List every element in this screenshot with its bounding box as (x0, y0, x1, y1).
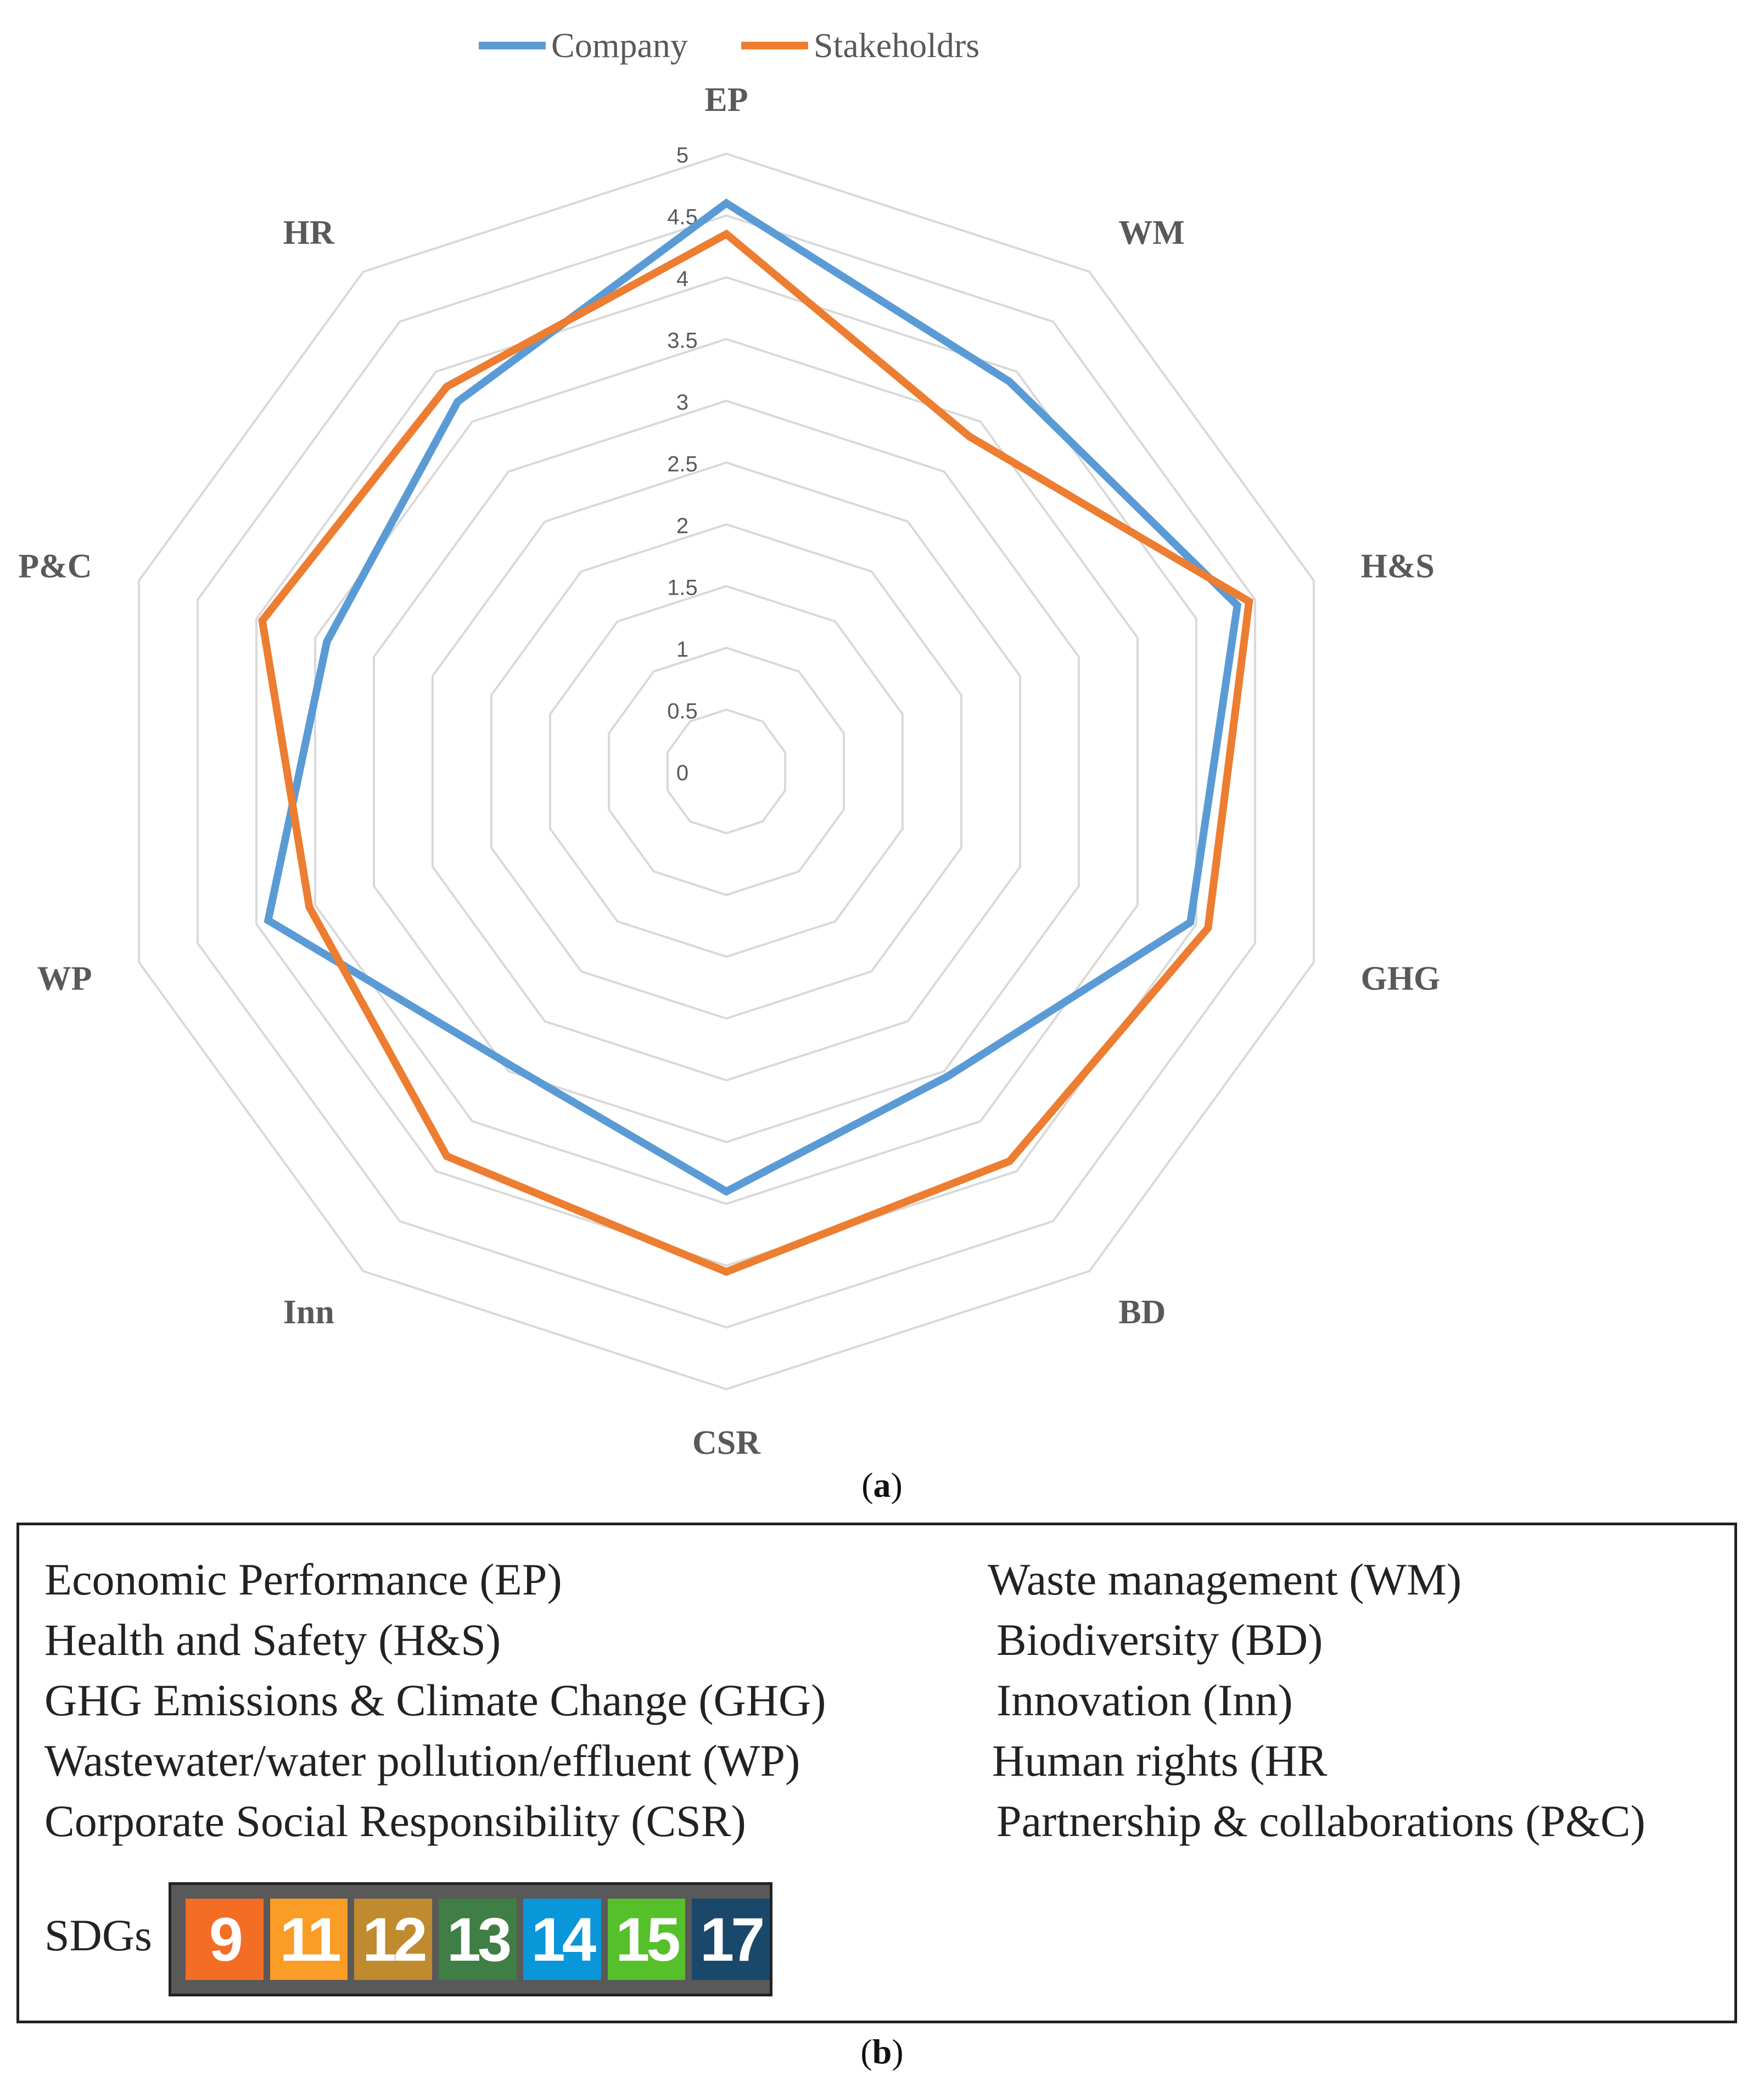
series-line-stakeholdrs (258, 229, 1253, 1276)
sdg-tile-9: 9 (186, 1899, 264, 1980)
grid-ring (373, 399, 1080, 1144)
data-point-stakeholdrs (309, 906, 310, 908)
data-point-company (1009, 381, 1010, 383)
radial-tick-labels: 00.511.522.533.544.55 (667, 143, 698, 785)
chart-legend: Company Stakeholdrs (479, 26, 979, 65)
axis-label: BD (1118, 1294, 1166, 1331)
grid-ring (314, 338, 1139, 1205)
data-point-stakeholdrs (1207, 927, 1209, 929)
data-point-stakeholdrs (446, 386, 447, 388)
tick-label: 4 (676, 267, 688, 291)
data-point-company (726, 1191, 727, 1192)
data-point-company (1190, 921, 1191, 923)
axis-label: H&S (1361, 548, 1435, 585)
tick-label: 0.5 (667, 700, 698, 724)
grid-ring (138, 152, 1315, 1391)
data-point-stakeholdrs (1009, 1160, 1010, 1162)
radar-chart: 00.511.522.533.544.55 EPWMH&SGHGBDCSRInn… (18, 26, 1440, 1462)
abbr-waste-management: Waste management (WM) (988, 1554, 1462, 1604)
sdg-icon-strip: 9 11 12 13 14 15 17 (169, 1882, 772, 1996)
sdg-tile-14: 14 (523, 1899, 601, 1980)
axis-label: EP (704, 81, 748, 119)
data-point-stakeholdrs (261, 620, 263, 622)
grid-ring (667, 708, 786, 835)
grid-ring (197, 214, 1256, 1329)
data-point-company (726, 203, 727, 204)
axis-label: WP (37, 960, 92, 998)
data-point-company (947, 1076, 949, 1077)
series-line-company (264, 198, 1242, 1196)
caption-b: (b) (860, 2032, 904, 2071)
abbr-csr: Corporate Social Responsibility (CSR) (44, 1796, 746, 1846)
abbr-health-safety: Health and Safety (H&S) (44, 1615, 501, 1665)
axis-label: P&C (18, 548, 92, 585)
abbr-biodiversity: Biodiversity (BD) (996, 1615, 1323, 1665)
sdg-tile-12: 12 (354, 1899, 433, 1980)
sdgs-label: SDGs (44, 1910, 152, 1960)
abbr-wastewater: Wastewater/water pollution/effluent (WP) (44, 1736, 800, 1786)
abbr-partnership: Partnership & collaborations (P&C) (996, 1796, 1645, 1846)
abbreviation-panel: Economic Performance (EP) Health and Saf… (16, 1523, 1737, 2023)
data-point-stakeholdrs (726, 1271, 727, 1273)
data-point-company (326, 641, 328, 642)
sdg-tile-11: 11 (270, 1899, 348, 1980)
axis-labels: EP WM H&S GHG BD CSR Inn WP P&C HR (18, 81, 1440, 1462)
tick-label: 3.5 (667, 329, 698, 353)
abbr-economic-performance: Economic Performance (EP) (44, 1554, 562, 1604)
sdg-tile-17: 17 (692, 1899, 770, 1980)
caption-a: (a) (861, 1465, 903, 1504)
abbr-human-rights: Human rights (HR (992, 1736, 1328, 1786)
abbr-ghg-emissions: GHG Emissions & Climate Change (GHG) (44, 1675, 826, 1725)
axis-label: CSR (692, 1424, 761, 1462)
sdg-tile-15: 15 (607, 1899, 686, 1980)
grid-ring (432, 461, 1021, 1082)
axis-label: HR (283, 214, 335, 251)
tick-label: 2.5 (667, 452, 698, 477)
grid-ring (608, 646, 845, 897)
axis-label: GHG (1361, 960, 1441, 998)
data-point-stakeholdrs (726, 233, 727, 235)
grid-ring (490, 523, 962, 1020)
tick-label: 0 (676, 761, 688, 785)
sdg-tile-13: 13 (439, 1899, 517, 1980)
axis-label: Inn (283, 1294, 334, 1331)
legend-label: Company (551, 26, 688, 65)
tick-label: 3 (676, 390, 688, 415)
abbr-innovation: Innovation (Inn) (996, 1675, 1293, 1725)
data-point-company (267, 920, 269, 921)
axis-label: WM (1118, 214, 1185, 251)
data-point-stakeholdrs (969, 436, 970, 438)
tick-label: 1 (676, 637, 688, 662)
grid-ring (549, 585, 904, 958)
data-point-stakeholdrs (446, 1155, 447, 1157)
data-point-company (457, 401, 458, 402)
tick-label: 5 (676, 143, 688, 167)
tick-label: 2 (676, 514, 688, 538)
data-point-stakeholdrs (1248, 601, 1250, 602)
data-point-company (511, 1066, 513, 1067)
data-point-company (1236, 605, 1238, 606)
tick-label: 1.5 (667, 576, 698, 600)
legend-label: Stakeholdrs (814, 26, 979, 65)
data-series (258, 198, 1253, 1276)
radar-grid (138, 152, 1315, 1391)
